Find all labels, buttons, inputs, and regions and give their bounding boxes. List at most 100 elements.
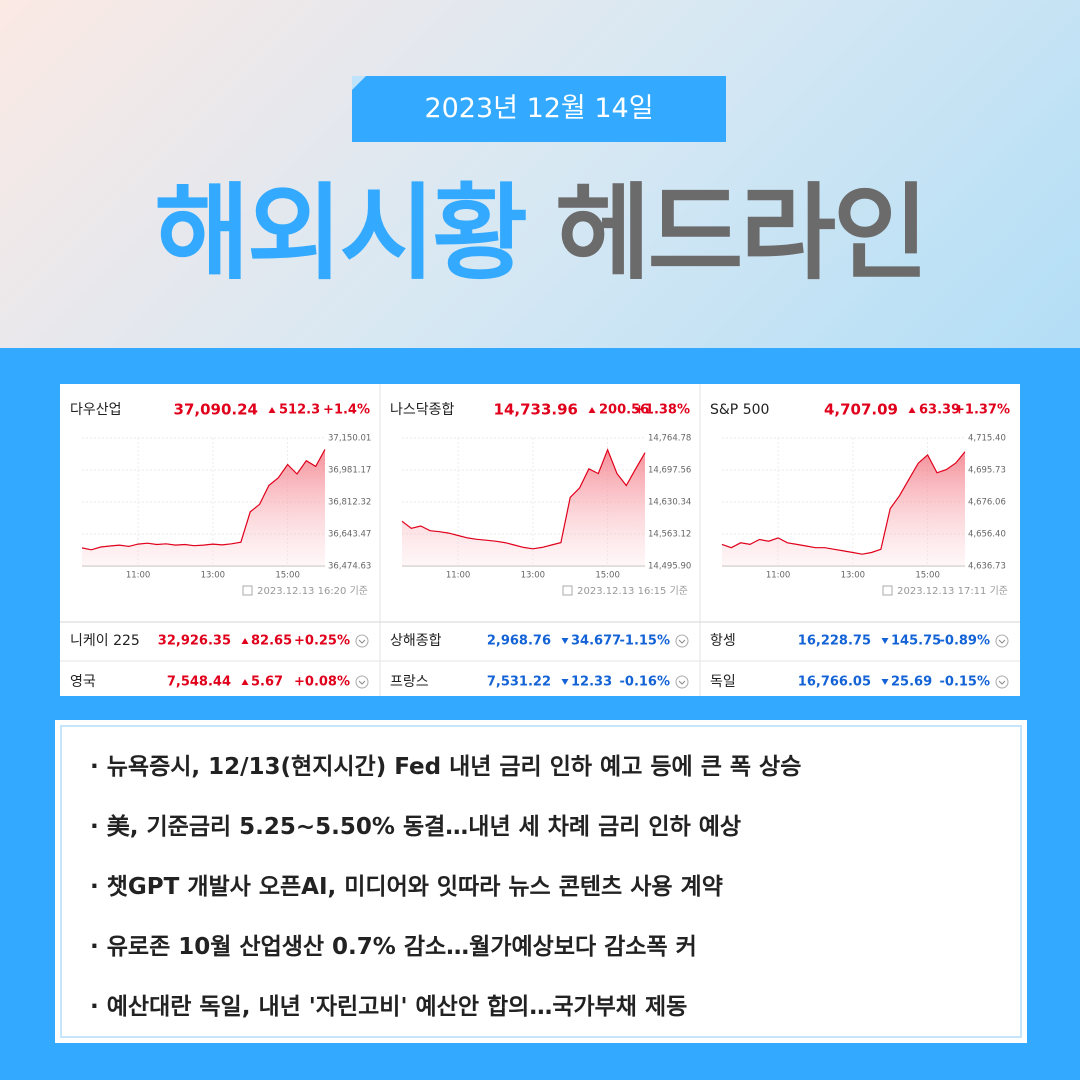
headline: 챗GPT 개발사 오픈AI, 미디어와 잇따라 뉴스 콘텐츠 사용 계약 (90, 867, 723, 901)
direction-arrow (268, 407, 276, 413)
index-change: 34.677 (571, 634, 621, 649)
news-border (60, 725, 1022, 1038)
card-background (60, 384, 1020, 696)
index-percent: +0.25% (294, 634, 350, 649)
expand-icon (675, 675, 689, 689)
y-tick-label: 4,695.73 (968, 466, 1006, 476)
index-name: 나스닥종합 (390, 402, 455, 418)
index-change: 145.75 (891, 634, 941, 649)
index-percent: +1.4% (323, 403, 370, 418)
y-tick-label: 14,764.78 (648, 434, 691, 444)
x-tick-label: 11:00 (446, 571, 471, 581)
index-name: 영국 (70, 674, 96, 690)
direction-arrow (561, 638, 569, 644)
index-value: 16,228.75 (798, 634, 871, 649)
timestamp: 2023.12.13 16:15 기준 (577, 585, 688, 597)
headline: 예산대란 독일, 내년 '자린고비' 예산안 합의…국가부채 제동 (90, 987, 688, 1021)
y-tick-label: 36,981.17 (328, 465, 371, 475)
expand-icon (355, 634, 369, 648)
index-change: 82.65 (251, 634, 292, 649)
expand-icon (995, 634, 1009, 648)
index-change: 5.67 (251, 675, 283, 690)
index-value: 7,548.44 (167, 675, 231, 690)
x-tick-label: 15:00 (275, 571, 300, 581)
index-change: 12.33 (571, 675, 612, 690)
headline: 美, 기준금리 5.25~5.50% 동결…내년 세 차례 금리 인하 예상 (90, 807, 741, 841)
index-name: 항셍 (710, 633, 736, 649)
y-tick-label: 14,563.12 (648, 530, 691, 540)
direction-arrow (881, 638, 889, 644)
market-card: 다우산업 37,090.24 512.3 +1.4% 37,150.01 36,981.1… (60, 384, 1020, 696)
y-tick-label: 36,474.63 (328, 562, 371, 572)
y-tick-label: 14,630.34 (648, 498, 691, 508)
index-percent: +0.08% (294, 675, 350, 690)
y-tick-label: 14,495.90 (648, 562, 691, 572)
y-tick-label: 14,697.56 (648, 466, 691, 476)
clock-icon (882, 585, 893, 596)
y-tick-label: 4,636.73 (968, 562, 1006, 572)
index-value: 7,531.22 (487, 675, 551, 690)
index-percent: +1.37% (954, 403, 1010, 418)
y-tick-label: 4,656.40 (968, 529, 1006, 539)
area (82, 449, 325, 566)
index-name: 독일 (710, 674, 736, 690)
clock-icon (562, 585, 573, 596)
y-tick-label: 36,812.32 (328, 498, 371, 508)
index-price: 14,733.96 (494, 401, 578, 419)
header-background: 2023년 12월 14일 해외시황 헤드라인 (0, 0, 1080, 348)
direction-arrow (588, 407, 596, 413)
title-blue: 해외시황 (154, 172, 528, 294)
headline: 유로존 10월 산업생산 0.7% 감소…월가예상보다 감소폭 커 (90, 927, 697, 961)
index-percent: -1.15% (620, 634, 671, 649)
expand-chevron (358, 680, 366, 685)
clock-icon (242, 585, 253, 596)
expand-icon (355, 675, 369, 689)
title-gray: 헤드라인 (555, 172, 929, 294)
index-value: 32,926.35 (158, 634, 231, 649)
line (81, 449, 326, 551)
expand-chevron (358, 639, 366, 644)
expand-chevron (678, 639, 686, 644)
index-name: 다우산업 (70, 402, 122, 418)
direction-arrow (241, 679, 249, 685)
direction-arrow (881, 679, 889, 685)
index-name: S&P 500 (710, 402, 769, 418)
title: 해외시황 헤드라인 (0, 158, 1080, 308)
news-box: 뉴욕증시, 12/13(현지시간) Fed 내년 금리 인하 예고 등에 큰 폭… (55, 720, 1027, 1043)
y-tick-label: 37,150.01 (328, 434, 371, 444)
index-name: 니케이 225 (70, 633, 140, 649)
y-tick-label: 4,676.06 (968, 498, 1006, 508)
line (401, 448, 646, 550)
timestamp: 2023.12.13 17:11 기준 (897, 585, 1008, 597)
banner-fold (352, 76, 366, 90)
direction-arrow (561, 679, 569, 685)
index-value: 2,968.76 (487, 634, 551, 649)
expand-chevron (998, 680, 1006, 685)
area (722, 451, 965, 566)
x-tick-label: 13:00 (841, 571, 866, 581)
direction-arrow (241, 638, 249, 644)
expand-chevron (998, 639, 1006, 644)
expand-chevron (678, 680, 686, 685)
index-change: 512.3 (279, 403, 320, 418)
x-tick-label: 15:00 (915, 571, 940, 581)
x-tick-label: 15:00 (595, 571, 620, 581)
index-percent: -0.16% (620, 675, 671, 690)
index-value: 16,766.05 (798, 675, 871, 690)
index-change: 63.39 (919, 403, 960, 418)
index-change: 25.69 (891, 675, 932, 690)
index-change: 200.56 (599, 403, 649, 418)
index-percent: +1.38% (634, 403, 690, 418)
direction-arrow (908, 407, 916, 413)
expand-icon (675, 634, 689, 648)
date-banner: 2023년 12월 14일 (352, 76, 726, 142)
index-percent: -0.89% (940, 634, 991, 649)
headline: 뉴욕증시, 12/13(현지시간) Fed 내년 금리 인하 예고 등에 큰 폭… (90, 747, 802, 781)
index-price: 4,707.09 (824, 401, 898, 419)
x-tick-label: 11:00 (126, 571, 151, 581)
x-tick-label: 11:00 (766, 571, 791, 581)
line (721, 451, 966, 555)
x-tick-label: 13:00 (201, 571, 226, 581)
index-percent: -0.15% (940, 675, 991, 690)
index-name: 상해종합 (390, 633, 442, 649)
